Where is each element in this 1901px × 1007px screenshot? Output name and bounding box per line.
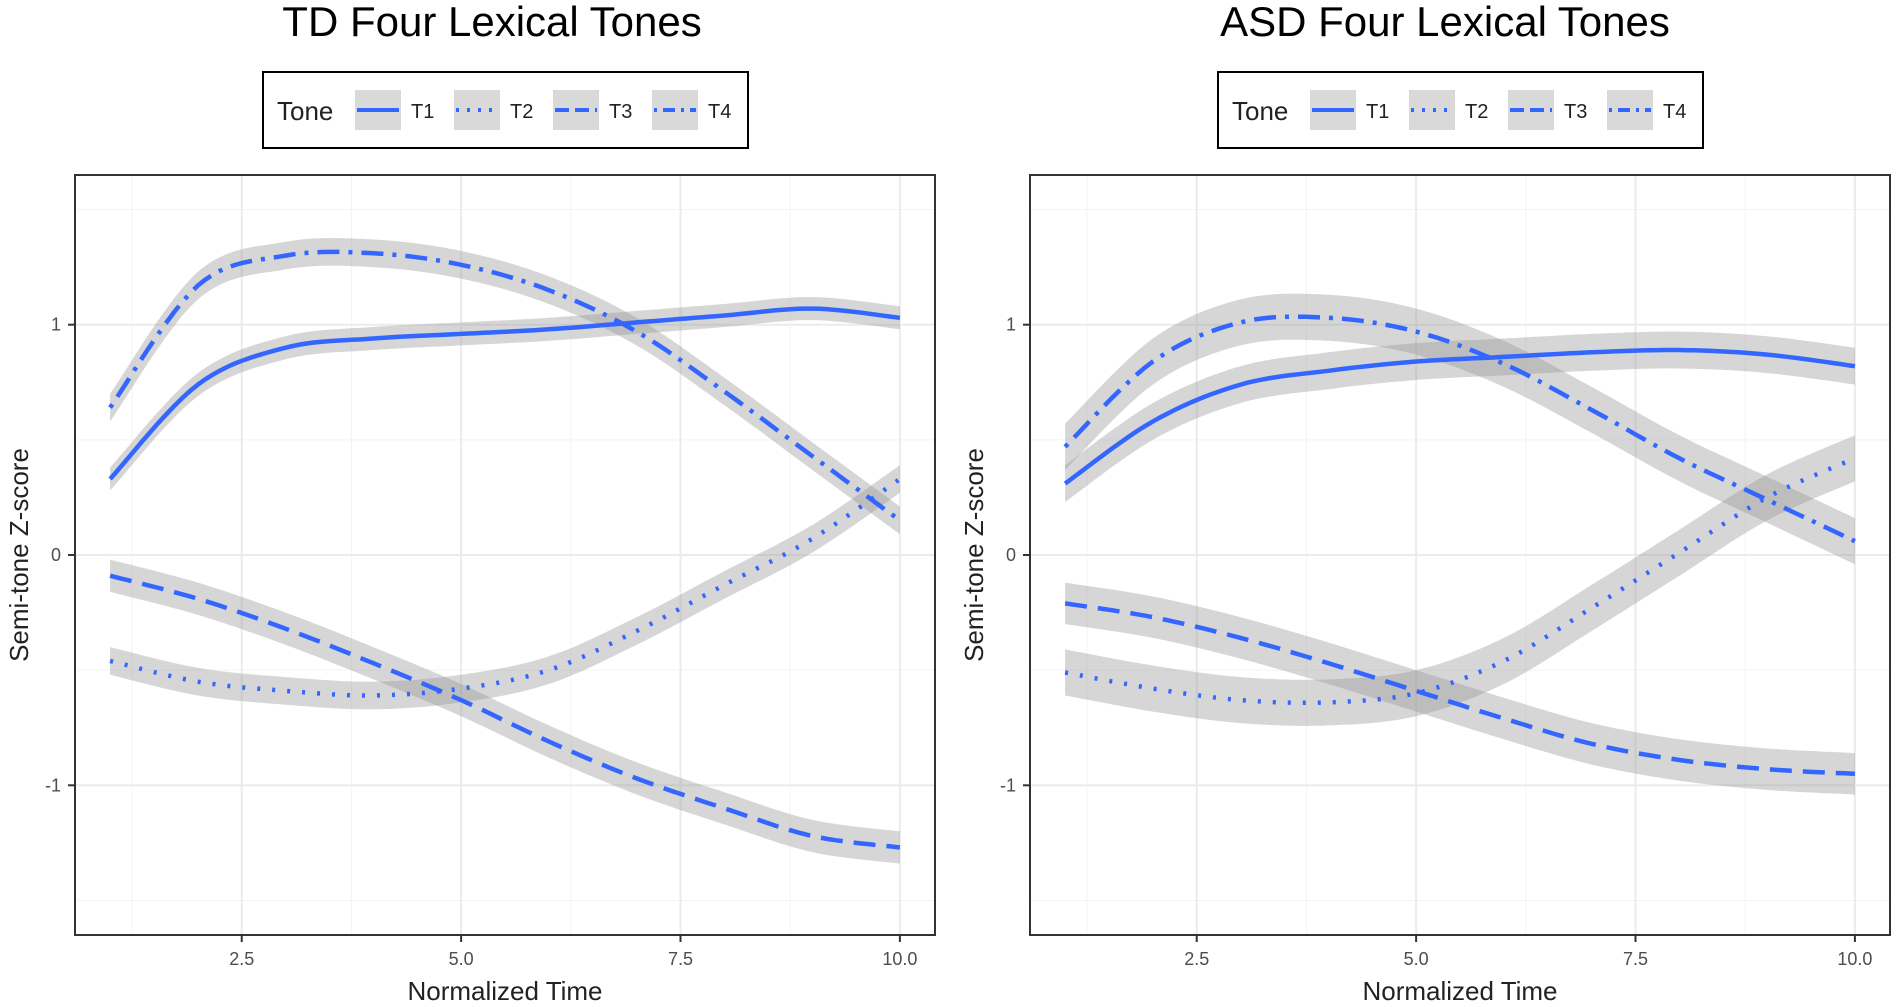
- y-tick-label: 0: [1006, 545, 1016, 565]
- legend-label-t1: T1: [411, 101, 434, 123]
- chart-panel-td: TD Four Lexical Tones Tone T1 T2 T3 T4 2.5 5.0 7…: [4, 0, 936, 1006]
- plot-area: [108, 238, 902, 864]
- y-tick-label: 1: [51, 315, 61, 335]
- chart-title: ASD Four Lexical Tones: [1220, 0, 1670, 45]
- chart-panel-asd: ASD Four Lexical Tones Tone T1 T2 T3 T4 2.5 5.0…: [959, 0, 1891, 1006]
- legend-label-t2: T2: [1465, 101, 1488, 123]
- confidence-band-t2: [110, 465, 900, 710]
- chart-title: TD Four Lexical Tones: [282, 0, 701, 45]
- legend-key-t2: [1409, 90, 1455, 130]
- x-tick-label: 10.0: [882, 949, 917, 969]
- x-tick-label: 5.0: [449, 949, 474, 969]
- confidence-band-t2: [1065, 435, 1855, 726]
- legend-label-t3: T3: [609, 101, 632, 123]
- x-tick-label: 10.0: [1837, 949, 1872, 969]
- legend-label-t3: T3: [1564, 101, 1587, 123]
- confidence-band-t1: [1065, 331, 1855, 502]
- y-axis-label: Semi-tone Z-score: [959, 448, 989, 662]
- x-tick-label: 7.5: [1623, 949, 1648, 969]
- x-axis-label: Normalized Time: [1362, 976, 1557, 1006]
- x-tick-label: 2.5: [1184, 949, 1209, 969]
- legend: Tone T1 T2 T3 T4: [262, 71, 749, 149]
- legend-label-t4: T4: [1663, 101, 1686, 123]
- y-tick-label: 1: [1006, 315, 1016, 335]
- grid: [75, 175, 935, 935]
- plot-area: [1063, 293, 1856, 795]
- y-tick-label: -1: [45, 775, 61, 795]
- x-tick-label: 2.5: [229, 949, 254, 969]
- series-line-t2: [1064, 456, 1856, 706]
- legend-label-t2: T2: [510, 101, 533, 123]
- legend-label-t1: T1: [1366, 101, 1389, 123]
- series-line-t1: [108, 306, 901, 481]
- x-axis-label: Normalized Time: [407, 976, 602, 1006]
- series-line-t1: [1063, 347, 1856, 486]
- legend: Tone T1 T2 T3 T4: [1217, 71, 1704, 149]
- y-axis-label: Semi-tone Z-score: [4, 448, 34, 662]
- confidence-band-t3: [1065, 582, 1855, 795]
- series-line-t4: [1063, 314, 1856, 544]
- series-line-t3: [109, 573, 901, 850]
- series-line-t4: [108, 249, 902, 523]
- y-tick-label: -1: [1000, 775, 1016, 795]
- x-tick-label: 7.5: [668, 949, 693, 969]
- legend-label-t4: T4: [708, 101, 731, 123]
- grid: [1030, 175, 1890, 935]
- series-line-t3: [1064, 601, 1856, 777]
- x-tick-label: 5.0: [1404, 949, 1429, 969]
- legend-title: Tone: [1232, 96, 1288, 126]
- y-tick-label: 0: [51, 545, 61, 565]
- legend-key-t2: [454, 90, 500, 130]
- legend-title: Tone: [277, 96, 333, 126]
